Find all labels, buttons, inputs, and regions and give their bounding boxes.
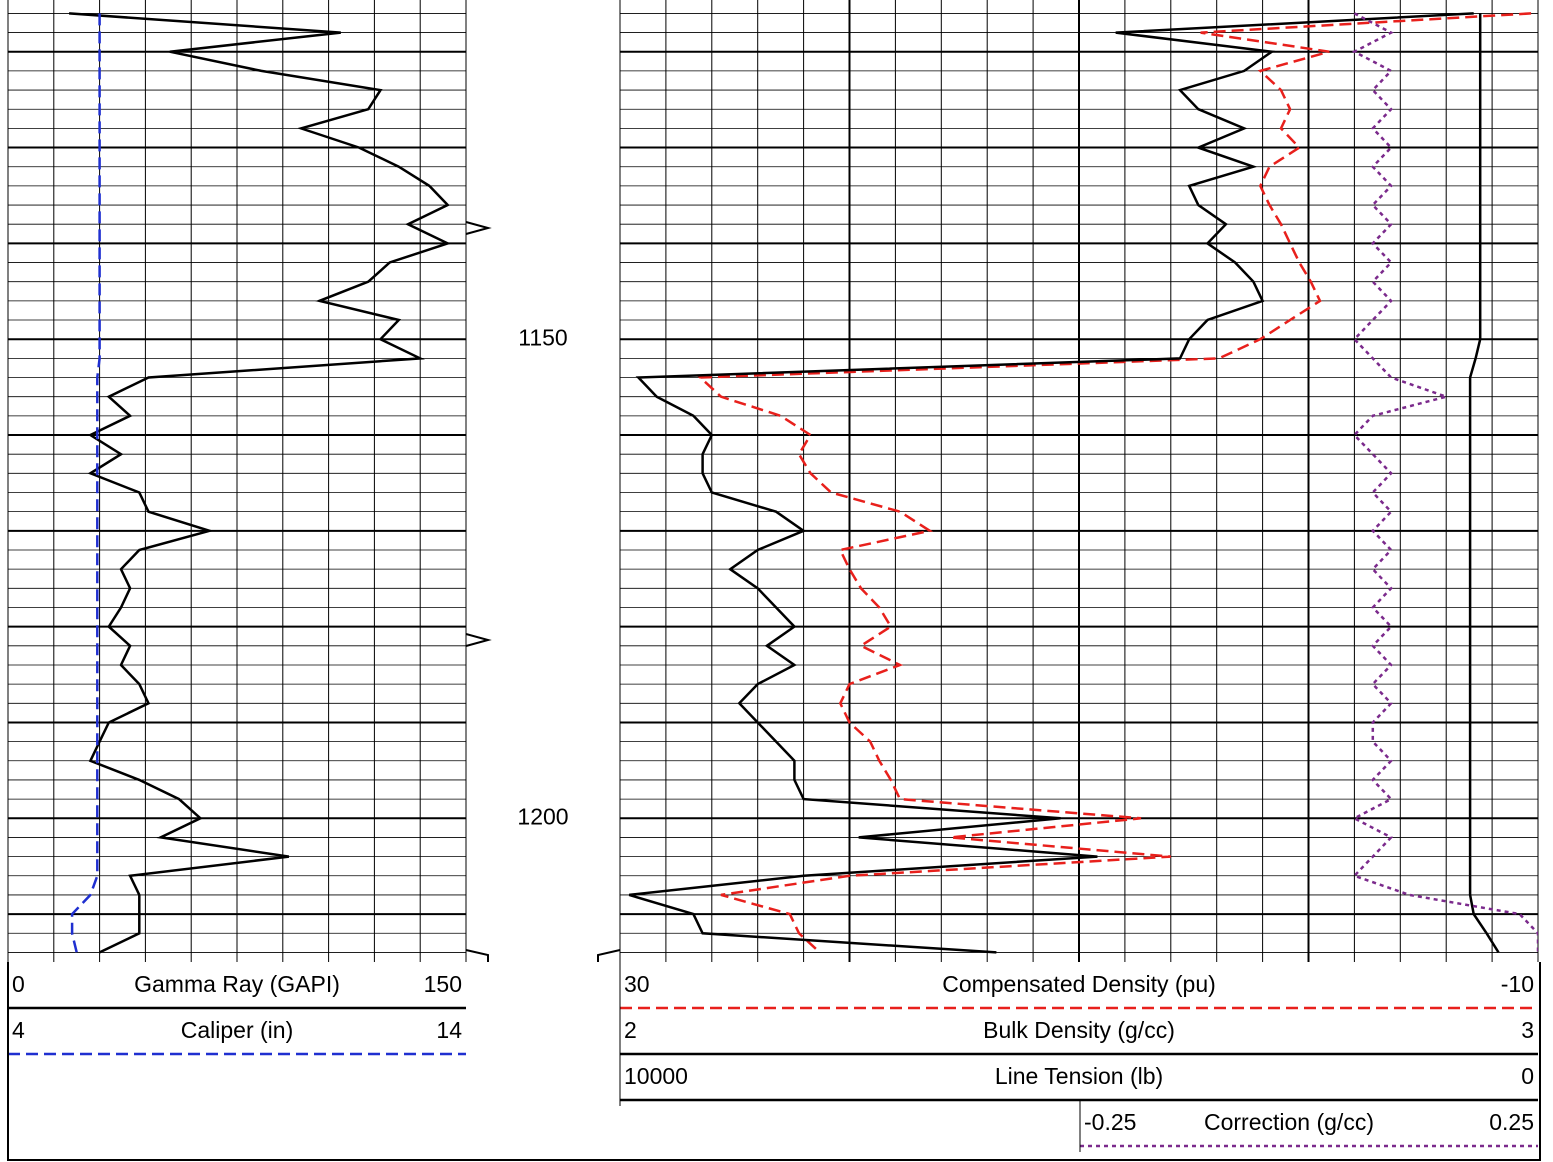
scale-max: -10	[1501, 971, 1534, 997]
log-curve	[1468, 13, 1500, 954]
depth-label: 1200	[517, 803, 568, 829]
curve-name: Gamma Ray (GAPI)	[134, 971, 340, 997]
scale-min: 30	[624, 971, 650, 997]
curve-name: Caliper (in)	[181, 1017, 293, 1043]
scale-max: 150	[424, 971, 462, 997]
scale-max: 3	[1521, 1017, 1534, 1043]
scale-max: 0	[1521, 1063, 1534, 1089]
frame	[7, 962, 1541, 1161]
curve-name: Compensated Density (pu)	[942, 971, 1216, 997]
scale-min: 0	[12, 971, 25, 997]
scale-min: -0.25	[1084, 1109, 1136, 1135]
depth-marker	[465, 221, 621, 962]
log-curve	[1351, 12, 1538, 953]
curve-name: Correction (g/cc)	[1204, 1109, 1374, 1135]
log-curve	[69, 12, 452, 954]
curves	[69, 12, 1538, 954]
log-curve	[628, 12, 1474, 954]
depth-label: 1150	[518, 324, 567, 350]
scale-min: 4	[12, 1017, 25, 1043]
log-curve	[697, 12, 1532, 954]
curve-name: Line Tension (lb)	[995, 1063, 1163, 1089]
scale-min: 2	[624, 1017, 637, 1043]
log-curve	[70, 13, 101, 953]
grid: 1150 1200	[7, 0, 1539, 962]
scale-max: 14	[436, 1017, 462, 1043]
scale-max: 0.25	[1489, 1109, 1534, 1135]
scale-min: 10000	[624, 1063, 688, 1089]
curve-name: Bulk Density (g/cc)	[983, 1017, 1175, 1043]
